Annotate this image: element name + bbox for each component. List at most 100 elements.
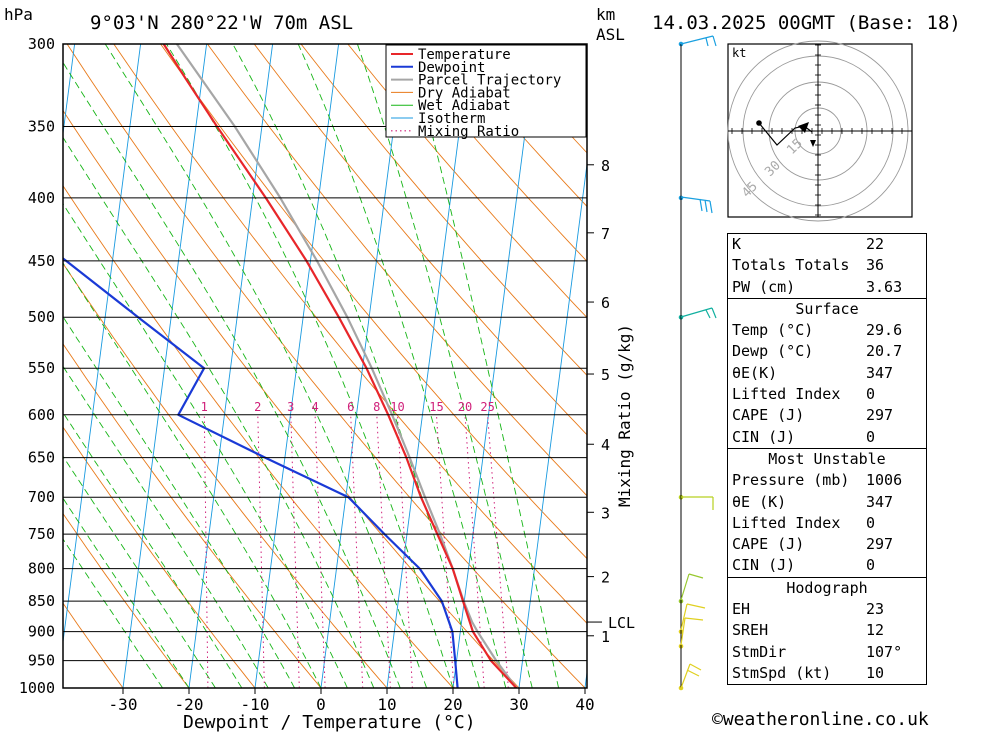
hodograph-stat-value: 23 xyxy=(866,600,885,619)
surface-value: 297 xyxy=(866,406,894,425)
wind-barb xyxy=(680,573,704,601)
hodograph-stat-label: SREH xyxy=(732,621,769,640)
surface-title: Surface xyxy=(795,299,859,318)
index-row: Totals Totals 36 xyxy=(728,255,926,276)
height-unit-asl: ASL xyxy=(596,25,625,44)
wet-adiabat xyxy=(63,365,269,688)
most-unstable-row: Lifted Index 0 xyxy=(728,513,926,534)
legend-entry: Isotherm xyxy=(418,111,485,127)
height-tick-label: 3 xyxy=(601,504,610,522)
pressure-tick-label: 1000 xyxy=(19,679,55,697)
dry-adiabat xyxy=(394,44,587,262)
legend-box xyxy=(385,44,587,138)
mixing-ratio-label: 10 xyxy=(390,400,404,414)
surface-value: 20.7 xyxy=(866,342,903,361)
most-unstable-row: CIN (J) 0 xyxy=(728,555,926,576)
wind-barb xyxy=(680,663,702,689)
surface-label: Lifted Index xyxy=(732,385,841,404)
hodograph-stat-row: StmDir 107° xyxy=(728,642,926,663)
mixing-ratio-lines: 1 2 3 4 6 8 10 15 20 25 xyxy=(201,400,509,688)
surface-row: θE(K) 347 xyxy=(728,363,926,384)
dry-adiabat xyxy=(63,602,124,688)
axes: 3003504004505005506006507007508008509009… xyxy=(19,35,635,714)
wind-barb xyxy=(680,617,704,646)
pressure-tick-label: 700 xyxy=(28,488,55,506)
mixing-ratio-label: 8 xyxy=(373,400,380,414)
surface-row: Dewp (°C) 20.7 xyxy=(728,341,926,362)
most-unstable-value: 1006 xyxy=(866,471,903,490)
mixing-ratio-label: 4 xyxy=(311,400,318,414)
index-label: Totals Totals xyxy=(732,256,850,275)
height-tick-label: 2 xyxy=(601,569,610,587)
index-value: 3.63 xyxy=(866,277,903,296)
lcl-label: LCL xyxy=(608,614,635,632)
wet-adiabat xyxy=(356,44,533,688)
dry-adiabat xyxy=(66,44,586,688)
mixing-ratio-label: 2 xyxy=(254,400,261,414)
stats-panel: K 22 Totals Totals 36 PW (cm) 3.63 Surface Te… xyxy=(727,233,927,686)
surface-row: CIN (J) 0 xyxy=(728,427,926,448)
wet-adiabat xyxy=(63,202,348,688)
isotherm xyxy=(188,44,274,688)
pressure-tick-label: 300 xyxy=(28,35,55,53)
isotherm xyxy=(63,44,142,646)
height-tick-label: 5 xyxy=(601,366,610,384)
pressure-tick-label: 450 xyxy=(28,252,55,270)
isotherm xyxy=(63,44,76,137)
location-title: 9°03'N 280°22'W 70m ASL xyxy=(90,12,353,34)
legend-entry: Temperature xyxy=(418,47,511,63)
index-value: 22 xyxy=(866,235,885,253)
isotherm xyxy=(0,7,13,714)
hodograph-marker xyxy=(810,140,816,147)
dry-adiabat xyxy=(160,44,587,560)
wind-barb xyxy=(680,603,706,631)
index-label: K xyxy=(732,235,742,253)
temperature-tick-label: -10 xyxy=(241,695,270,714)
wet-adiabat xyxy=(63,61,401,688)
dry-adiabat xyxy=(63,262,388,688)
wet-adiabat xyxy=(63,538,163,688)
datetime: 14.03.2025 00GMT (Base: 18) xyxy=(652,12,961,34)
wet-adiabat xyxy=(297,44,507,688)
mixing-ratio-line xyxy=(397,414,413,688)
hodograph-stat-label: StmSpd (kt) xyxy=(732,663,832,682)
parcel-trajectory-line xyxy=(175,44,518,688)
most-unstable-row: Pressure (mb) 1006 xyxy=(728,470,926,491)
mixing-ratio-label: 6 xyxy=(347,400,354,414)
dry-adiabat xyxy=(63,512,190,688)
temperature-tick-label: -20 xyxy=(175,695,204,714)
surface-value: 29.6 xyxy=(866,321,903,340)
index-row: K 22 xyxy=(728,234,926,255)
index-row: PW (cm) 3.63 xyxy=(728,277,926,298)
isotherm xyxy=(648,7,740,714)
wind-barb xyxy=(680,35,717,47)
pressure-tick-label: 550 xyxy=(28,359,55,377)
hodograph-unit: kt xyxy=(732,46,746,60)
height-unit-km: km xyxy=(596,5,615,24)
mixing-ratio-line xyxy=(436,414,455,688)
storm-motion-marker xyxy=(798,122,809,133)
hodograph-stat-label: EH xyxy=(732,600,751,619)
surface-value: 0 xyxy=(866,427,876,446)
legend-entry: Dewpoint xyxy=(418,60,485,76)
indices-box: K 22 Totals Totals 36 PW (cm) 3.63 xyxy=(727,233,927,299)
temperature-line xyxy=(162,44,518,688)
isotherm xyxy=(518,160,587,688)
wind-barbs xyxy=(678,35,717,691)
isotherm xyxy=(122,44,208,688)
pressure-tick-label: 850 xyxy=(28,592,55,610)
wind-barb xyxy=(681,496,714,510)
height-tick-label: 7 xyxy=(601,225,610,243)
dry-adiabat xyxy=(961,7,1000,714)
wind-barb xyxy=(680,307,717,319)
height-tick-label: 6 xyxy=(601,294,610,312)
legend-entry: Dry Adiabat xyxy=(418,85,511,101)
most-unstable-value: 0 xyxy=(866,556,876,575)
dry-adiabat xyxy=(63,109,520,688)
most-unstable-row: θE (K) 347 xyxy=(728,492,926,513)
pressure-tick-label: 800 xyxy=(28,560,55,578)
mixing-ratio-line xyxy=(376,414,391,688)
wet-adiabat xyxy=(63,136,375,688)
mixing-ratio-label: 25 xyxy=(480,400,494,414)
